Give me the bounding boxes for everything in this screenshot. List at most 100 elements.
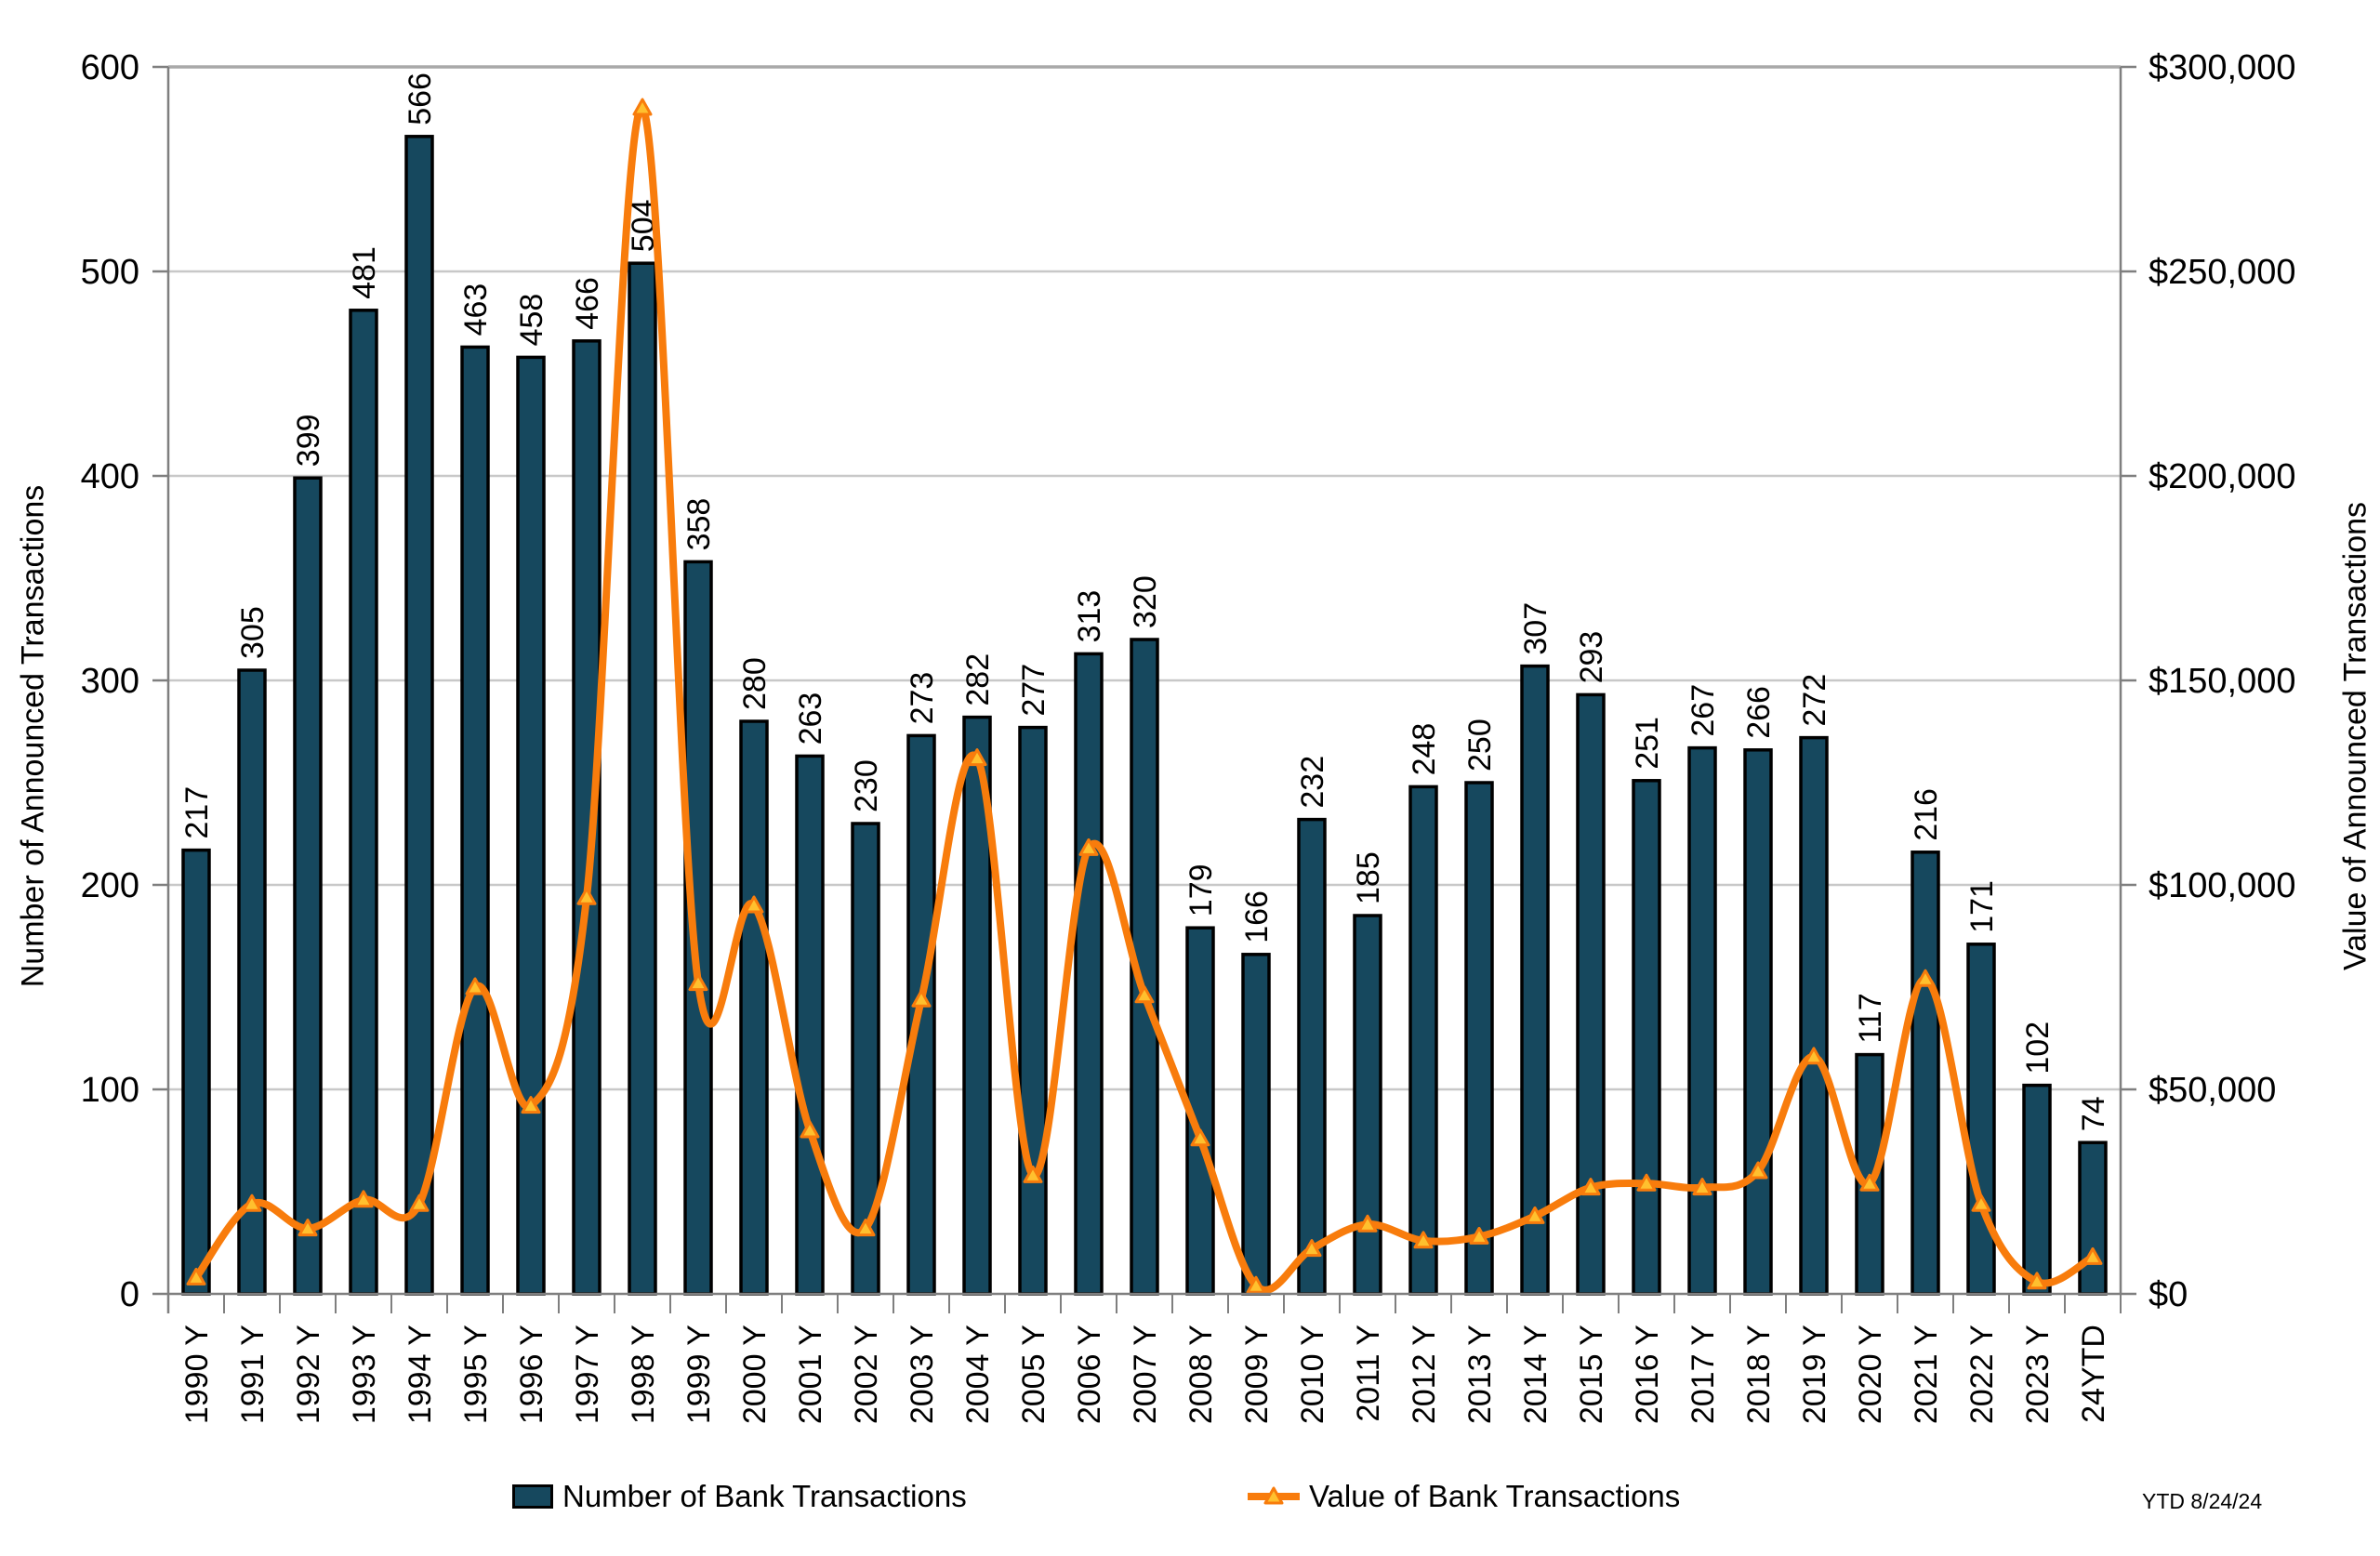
x-axis-label-2009 Y: 2009 Y bbox=[1239, 1325, 1275, 1424]
x-axis-label-1994 Y: 1994 Y bbox=[403, 1325, 438, 1424]
bar-24YTD bbox=[2078, 1141, 2108, 1296]
line-marker-2008 Y bbox=[1190, 1128, 1210, 1147]
left-axis-title: Number of Announced Transactions bbox=[15, 484, 51, 988]
left-axis-tick-label: 600 bbox=[81, 48, 139, 87]
bar-2017 Y bbox=[1687, 745, 1717, 1296]
line-marker-2005 Y bbox=[1023, 1165, 1043, 1183]
line-marker-2015 Y bbox=[1580, 1178, 1601, 1196]
bar-value-label: 463 bbox=[458, 284, 494, 336]
bar-value-label: 216 bbox=[1909, 788, 1944, 841]
legend-bar-swatch-icon bbox=[512, 1484, 553, 1509]
bar-2014 Y bbox=[1520, 664, 1550, 1296]
bar-2019 Y bbox=[1799, 735, 1829, 1296]
x-axis-label-2003 Y: 2003 Y bbox=[905, 1325, 940, 1424]
line-marker-2010 Y bbox=[1302, 1239, 1322, 1258]
x-axis-label-2019 Y: 2019 Y bbox=[1797, 1325, 1832, 1424]
x-axis-label-1993 Y: 1993 Y bbox=[347, 1325, 382, 1424]
bar-value-label: 171 bbox=[1964, 880, 2000, 933]
bar-1995 Y bbox=[460, 345, 490, 1296]
bar-2023 Y bbox=[2022, 1083, 2052, 1296]
x-axis-label-1991 Y: 1991 Y bbox=[235, 1325, 271, 1424]
line-marker-2018 Y bbox=[1748, 1161, 1768, 1180]
line-marker-2003 Y bbox=[911, 989, 932, 1008]
legend-item-bars: Number of Bank Transactions bbox=[512, 1478, 967, 1515]
line-marker-2023 Y bbox=[2027, 1272, 2047, 1290]
x-axis-label-24YTD: 24YTD bbox=[2076, 1325, 2111, 1423]
bar-value-label: 263 bbox=[793, 692, 828, 745]
x-axis-label-1995 Y: 1995 Y bbox=[458, 1325, 494, 1424]
legend-item-line: Value of Bank Transactions bbox=[1248, 1478, 1680, 1515]
line-marker-1992 Y bbox=[298, 1219, 318, 1237]
right-axis-tick-label: $250,000 bbox=[2149, 253, 2296, 292]
x-axis-label-2023 Y: 2023 Y bbox=[2020, 1325, 2056, 1424]
bar-2000 Y bbox=[739, 719, 769, 1296]
x-axis-label-1992 Y: 1992 Y bbox=[291, 1325, 326, 1424]
bar-2011 Y bbox=[1353, 914, 1382, 1296]
bar-value-label: 282 bbox=[960, 653, 996, 706]
x-axis-label-2008 Y: 2008 Y bbox=[1183, 1325, 1219, 1424]
bar-value-label: 266 bbox=[1741, 686, 1777, 739]
x-axis-label-2020 Y: 2020 Y bbox=[1853, 1325, 1888, 1424]
line-marker-2021 Y bbox=[1915, 969, 1936, 987]
bar-value-label: 399 bbox=[291, 414, 326, 467]
bar-value-label: 250 bbox=[1462, 719, 1498, 771]
x-axis-label-2004 Y: 2004 Y bbox=[960, 1325, 996, 1424]
right-axis-tick-label: $200,000 bbox=[2149, 457, 2296, 496]
line-marker-1991 Y bbox=[242, 1193, 262, 1212]
bar-value-label: 185 bbox=[1351, 851, 1386, 904]
line-marker-1996 Y bbox=[521, 1096, 541, 1114]
x-axis-label-2010 Y: 2010 Y bbox=[1295, 1325, 1330, 1424]
bar-value-label: 458 bbox=[514, 294, 549, 347]
right-axis-title: Value of Announced Transactions bbox=[2337, 501, 2373, 971]
left-axis-tick-label: 500 bbox=[81, 253, 139, 292]
x-axis-label-2011 Y: 2011 Y bbox=[1351, 1325, 1386, 1422]
bar-value-label: 230 bbox=[849, 759, 884, 812]
bar-value-label: 248 bbox=[1407, 723, 1442, 776]
line-marker-2009 Y bbox=[1246, 1275, 1266, 1294]
bar-2005 Y bbox=[1018, 725, 1048, 1296]
right-axis-tick-label: $150,000 bbox=[2149, 662, 2296, 701]
bar-value-label: 466 bbox=[570, 277, 605, 330]
bar-1994 Y bbox=[404, 135, 434, 1296]
bar-value-label: 358 bbox=[681, 498, 717, 551]
bar-2009 Y bbox=[1241, 953, 1271, 1296]
line-marker-1995 Y bbox=[465, 977, 485, 996]
bar-2015 Y bbox=[1576, 692, 1606, 1296]
line-marker-1993 Y bbox=[353, 1190, 374, 1208]
x-axis-label-2007 Y: 2007 Y bbox=[1128, 1325, 1163, 1424]
line-marker-2007 Y bbox=[1134, 985, 1155, 1004]
x-axis-label-2001 Y: 2001 Y bbox=[793, 1325, 828, 1424]
bar-value-label: 251 bbox=[1630, 717, 1665, 770]
ytd-footnote: YTD 8/24/24 bbox=[2142, 1489, 2263, 1513]
line-marker-2004 Y bbox=[967, 748, 987, 767]
bar-value-label: 566 bbox=[403, 73, 438, 125]
x-axis-label-2017 Y: 2017 Y bbox=[1686, 1325, 1721, 1424]
x-axis-label-1990 Y: 1990 Y bbox=[179, 1325, 215, 1424]
bar-value-label: 272 bbox=[1797, 674, 1832, 727]
bar-value-label: 102 bbox=[2020, 1022, 2056, 1075]
bar-value-label: 307 bbox=[1518, 602, 1554, 655]
left-axis-tick-label: 200 bbox=[81, 866, 139, 905]
line-marker-1998 Y bbox=[632, 98, 653, 116]
left-axis-tick-label: 0 bbox=[120, 1275, 139, 1314]
line-marker-2013 Y bbox=[1469, 1226, 1489, 1245]
x-axis-label-2005 Y: 2005 Y bbox=[1016, 1325, 1051, 1424]
line-marker-2002 Y bbox=[855, 1219, 876, 1237]
line-marker-2006 Y bbox=[1078, 837, 1099, 856]
bar-value-label: 320 bbox=[1128, 575, 1163, 628]
bar-1990 Y bbox=[181, 848, 211, 1296]
x-axis-label-2014 Y: 2014 Y bbox=[1518, 1325, 1554, 1424]
bar-2006 Y bbox=[1074, 652, 1104, 1296]
line-marker-1994 Y bbox=[409, 1193, 430, 1212]
x-axis-label-1998 Y: 1998 Y bbox=[626, 1325, 661, 1424]
bar-value-label: 277 bbox=[1016, 664, 1051, 717]
bar-value-label: 117 bbox=[1853, 993, 1888, 1043]
bar-2010 Y bbox=[1297, 817, 1327, 1296]
x-axis-label-2022 Y: 2022 Y bbox=[1964, 1325, 2000, 1424]
right-axis-tick-label: $0 bbox=[2149, 1275, 2188, 1314]
x-axis-label-2015 Y: 2015 Y bbox=[1574, 1325, 1609, 1424]
line-marker-1990 Y bbox=[186, 1267, 206, 1286]
x-axis-label-2000 Y: 2000 Y bbox=[737, 1325, 773, 1424]
x-axis-label-2012 Y: 2012 Y bbox=[1407, 1325, 1442, 1424]
